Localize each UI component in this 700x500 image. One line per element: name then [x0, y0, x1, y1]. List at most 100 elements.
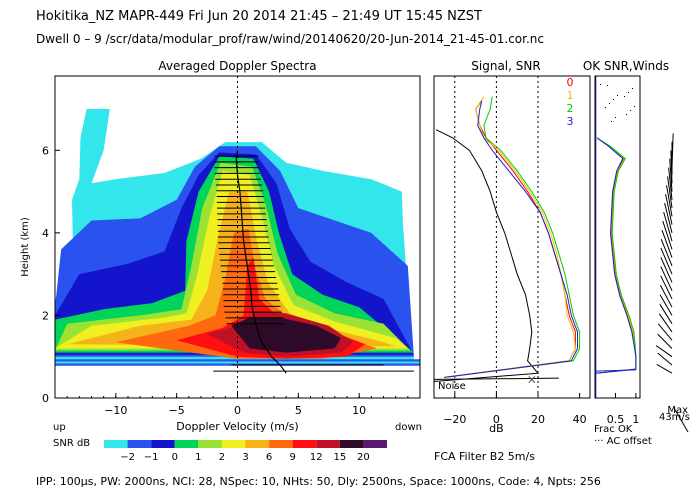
ok-speckle	[611, 121, 612, 122]
ok-speckle	[626, 114, 627, 115]
colorbar-swatch	[198, 440, 222, 448]
ok-speckle	[634, 106, 635, 107]
signal-series-4	[444, 100, 578, 378]
wind-barb	[662, 220, 673, 250]
file-path: Dwell 0 – 9 /scr/data/modular_prof/raw/w…	[36, 32, 544, 46]
noise-floor-line	[433, 377, 559, 380]
colorbar-swatch	[339, 440, 364, 448]
colorbar-tick-label: 15	[333, 452, 346, 463]
signal-frame	[433, 75, 591, 399]
signal-title: Signal, SNR	[471, 59, 540, 73]
ok-x-label: Frac OK	[594, 424, 633, 435]
ok-base-line	[595, 369, 636, 372]
colorbar-tick-label: 3	[242, 452, 248, 463]
wind-barb	[665, 194, 673, 225]
fca-filter-label: FCA Filter B2 5m/s	[434, 450, 535, 463]
signal-series-0	[433, 129, 540, 382]
spectra-down-label: down	[395, 422, 422, 433]
spectra-title: Averaged Doppler Spectra	[158, 59, 316, 73]
colorbar-tick-label: 6	[266, 452, 272, 463]
spectra-y-tick-label: 0	[42, 392, 49, 405]
colorbar-swatch	[127, 440, 152, 448]
colorbar-tick-label: 9	[289, 452, 295, 463]
signal-legend-3: 3	[567, 115, 574, 128]
ok-speckle	[609, 103, 610, 104]
wind-barb	[670, 150, 673, 184]
spectra-x-tick-label: −5	[169, 404, 185, 417]
ok-series-3	[595, 137, 637, 374]
wind-barb	[657, 352, 673, 366]
ok-x-tick-label: 1	[632, 413, 639, 426]
wind-barb	[671, 133, 674, 167]
colorbar-swatch	[151, 440, 175, 448]
colorbar-swatch	[104, 440, 128, 448]
spectra-y-tick-label: 4	[42, 227, 49, 240]
signal-legend-1: 1	[567, 89, 574, 102]
wind-barb	[658, 313, 673, 333]
wind-barb	[660, 275, 673, 300]
ok-x-tick-label: 0.5	[607, 413, 625, 426]
colorbar-swatch	[221, 440, 246, 448]
wind-barb	[660, 247, 673, 275]
colorbar-tick-label: −2	[120, 452, 135, 463]
signal-x-tick-label: 0	[493, 413, 500, 426]
colorbar-tick-label: 1	[195, 452, 201, 463]
colorbar-tick-label: 12	[310, 452, 323, 463]
ok-speckle	[617, 95, 618, 96]
spectra-y-label: Height (km)	[20, 217, 31, 277]
max-wind-label: Max	[667, 405, 688, 416]
ok-speckle	[600, 84, 601, 85]
spectra-up-label: up	[53, 422, 66, 433]
colorbar-tick-label: 2	[219, 452, 225, 463]
ok-ac-offset-label: ··· AC offset	[594, 436, 652, 447]
wind-barb	[661, 229, 673, 258]
colorbar-swatch	[174, 440, 199, 448]
spectra-x-label: Doppler Velocity (m/s)	[176, 420, 298, 433]
spectra-x-tick-label: 5	[295, 404, 302, 417]
wind-barb	[656, 363, 673, 374]
colorbar-swatch	[292, 440, 317, 448]
spectra-field	[55, 109, 420, 374]
ok-speckle	[615, 117, 616, 118]
ok-speckle	[613, 99, 614, 100]
ok-speckle	[605, 107, 606, 108]
wind-barb	[659, 303, 673, 324]
colorbar-tick-label: −1	[144, 452, 159, 463]
wind-barb	[667, 176, 673, 209]
signal-legend-2: 2	[567, 102, 574, 115]
signal-x-label: dB	[489, 422, 504, 435]
signal-legend-0: 0	[567, 76, 574, 89]
wind-barb	[657, 323, 673, 341]
spectra-x-tick-label: 10	[352, 404, 366, 417]
signal-series-1	[444, 100, 576, 378]
colorbar-swatch	[269, 440, 293, 448]
spectra-x-tick-label: 0	[234, 404, 241, 417]
acquisition-params: IPP: 100µs, PW: 2000ns, NCI: 28, NSpec: …	[36, 475, 601, 488]
ok-speckle	[630, 110, 631, 111]
spectra-y-tick-label: 6	[42, 144, 49, 157]
colorbar-tick-label: 20	[357, 452, 370, 463]
wind-barb	[660, 266, 673, 291]
spectra-y-tick-label: 2	[42, 309, 49, 322]
signal-x-tick-label: 40	[573, 413, 587, 426]
colorbar-tick-label: 0	[172, 452, 178, 463]
ok-speckle	[624, 96, 625, 97]
wind-barb	[663, 211, 673, 242]
wind-barb	[668, 167, 673, 200]
ok-title: OK SNR,Winds	[583, 59, 669, 73]
colorbar-label: SNR dB	[53, 438, 90, 449]
snr-contour-level-10	[231, 317, 341, 353]
wind-barb	[660, 238, 673, 267]
mean-velocity-line	[235, 150, 287, 374]
signal-x-tick-label: 20	[531, 413, 545, 426]
signal-series-3	[444, 96, 581, 378]
wind-barb	[659, 285, 673, 308]
noise-label: Noise	[438, 381, 466, 392]
wind-barb	[655, 345, 673, 358]
colorbar-swatch	[363, 440, 387, 448]
ok-speckle	[607, 85, 608, 86]
wind-barb	[666, 185, 673, 217]
wind-barb	[659, 294, 673, 316]
wind-barb	[657, 333, 673, 349]
